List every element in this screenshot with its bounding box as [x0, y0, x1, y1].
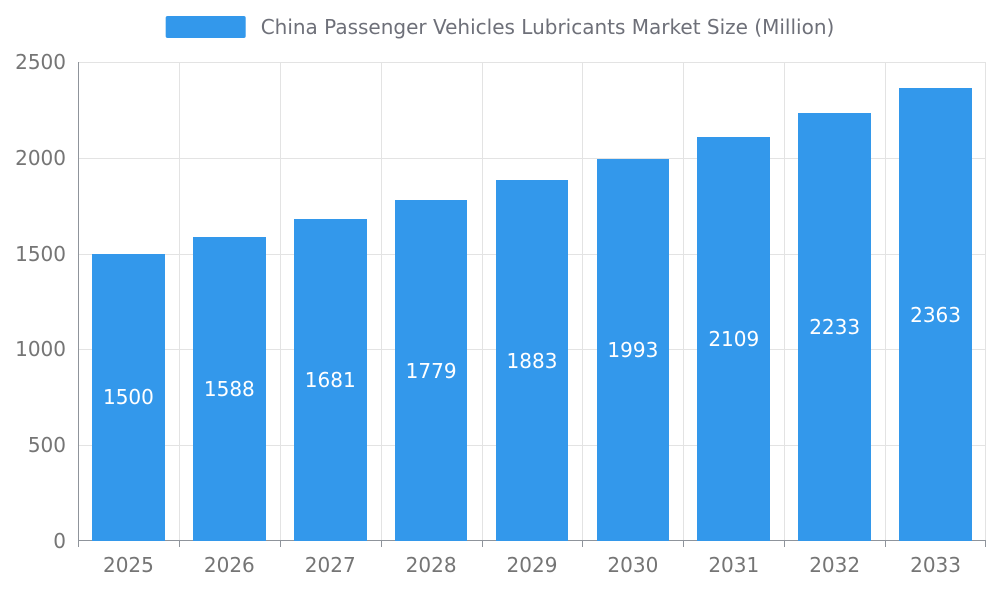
v-gridline	[381, 62, 382, 541]
x-axis-tick	[381, 541, 382, 547]
x-axis-tick	[885, 541, 886, 547]
v-gridline	[582, 62, 583, 541]
x-axis-tick	[683, 541, 684, 547]
h-gridline	[78, 157, 986, 159]
bar-value-label: 1681	[304, 367, 356, 392]
x-axis-tick	[482, 541, 483, 547]
v-gridline	[885, 62, 886, 541]
bar[interactable]	[697, 136, 771, 541]
bar-value-label: 1993	[607, 338, 659, 363]
x-axis-tick	[985, 541, 986, 547]
bar-value-label: 1588	[203, 376, 255, 401]
x-tick-label: 2030	[607, 553, 659, 577]
h-gridline	[78, 62, 986, 63]
x-axis-tick	[78, 541, 79, 547]
plot-area: 1500 1588 1681 1779 1883 1993 2109 2233 2363	[78, 62, 986, 547]
x-tick-label: 2028	[405, 553, 457, 577]
x-axis-tick	[784, 541, 785, 547]
x-tick-label: 2026	[203, 553, 255, 577]
bar-value-label: 1883	[506, 348, 558, 373]
x-axis-labels: 2025 2026 2027 2028 2029 2030 2031 2032 2033	[78, 555, 986, 581]
x-tick-label: 2031	[708, 553, 760, 577]
chart-title: China Passenger Vehicles Lubricants Mark…	[260, 15, 835, 39]
bar[interactable]	[899, 88, 972, 541]
y-tick-label: 2500	[15, 50, 66, 74]
x-tick-label: 2032	[809, 553, 861, 577]
bar[interactable]	[596, 159, 670, 541]
bar-value-label: 1779	[405, 358, 457, 383]
x-tick-label: 2029	[506, 553, 558, 577]
bar[interactable]	[394, 200, 468, 541]
bar-value-label: 1500	[102, 385, 154, 410]
x-axis-tick	[280, 541, 281, 547]
bar[interactable]	[92, 253, 165, 541]
bar[interactable]	[798, 113, 871, 541]
v-gridline	[683, 62, 684, 541]
legend-item[interactable]: China Passenger Vehicles Lubricants Mark…	[165, 15, 835, 39]
x-tick-label: 2025	[102, 553, 154, 577]
y-axis-line	[78, 62, 79, 541]
x-tick-label: 2033	[910, 553, 961, 577]
y-tick-label: 500	[27, 433, 66, 458]
v-gridline	[482, 62, 483, 541]
bar-value-label: 2233	[809, 315, 861, 340]
x-tick-label: 2027	[304, 553, 356, 577]
y-axis-labels: 0 500 1000 1500 2000 2500	[0, 52, 66, 551]
y-tick-label: 0	[53, 529, 66, 553]
y-tick-label: 2000	[15, 145, 66, 170]
legend-swatch	[165, 16, 246, 38]
bar[interactable]	[193, 236, 266, 541]
bar[interactable]	[495, 180, 569, 541]
v-gridline	[784, 62, 785, 541]
v-gridline	[179, 62, 180, 541]
y-tick-label: 1000	[15, 337, 66, 362]
x-axis-tick	[582, 541, 583, 547]
x-axis-tick	[179, 541, 180, 547]
bar-value-label: 2363	[910, 302, 961, 327]
y-tick-label: 1500	[15, 241, 66, 266]
v-gridline	[985, 62, 986, 541]
v-gridline	[280, 62, 281, 541]
bar-value-label: 2109	[708, 326, 760, 351]
bar[interactable]	[293, 218, 367, 541]
